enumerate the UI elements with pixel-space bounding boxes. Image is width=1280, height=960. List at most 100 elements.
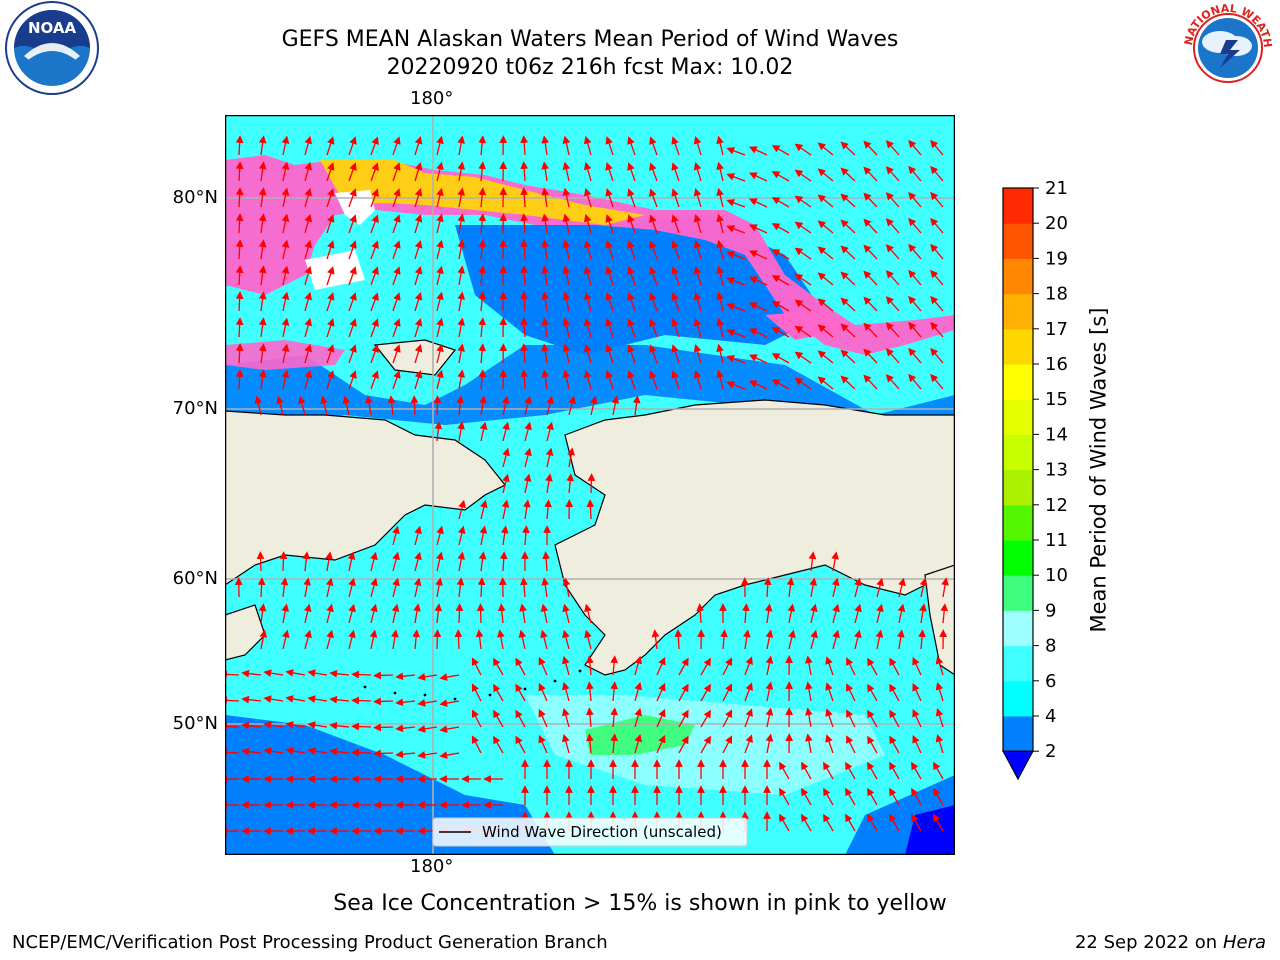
wave-arrow bbox=[370, 162, 379, 182]
colorbar-tick-label: 10 bbox=[1045, 565, 1068, 586]
credit-host: Hera bbox=[1222, 932, 1266, 953]
wave-arrow bbox=[436, 135, 444, 156]
wave-arrow bbox=[545, 473, 553, 494]
wave-arrow bbox=[825, 682, 834, 702]
wave-arrow bbox=[471, 709, 482, 728]
wave-arrow bbox=[840, 297, 856, 312]
colorbar-tick-label: 12 bbox=[1045, 495, 1068, 516]
wave-arrow bbox=[788, 629, 796, 650]
wave-arrow bbox=[817, 246, 834, 260]
wave-arrow bbox=[805, 733, 813, 754]
sea-ice-pink-east bbox=[765, 310, 845, 340]
wave-arrow bbox=[434, 421, 443, 442]
wave-arrow bbox=[627, 214, 636, 234]
wave-arrow bbox=[787, 603, 796, 624]
wave-arrow bbox=[302, 551, 311, 572]
wave-arrow bbox=[439, 673, 460, 681]
wave-arrow bbox=[540, 603, 549, 624]
wave-arrow bbox=[412, 629, 421, 650]
wave-arrow bbox=[562, 161, 571, 182]
wind-wave-arrows bbox=[225, 135, 949, 835]
chart-subtitle: 20220920 t06z 216h fcst Max: 10.02 bbox=[386, 55, 794, 80]
wave-arrow bbox=[256, 551, 265, 572]
wave-arrow bbox=[329, 695, 350, 704]
wave-arrow bbox=[471, 735, 482, 754]
wave-arrow bbox=[671, 292, 680, 312]
wave-arrow bbox=[885, 166, 900, 182]
wave-arrow bbox=[700, 735, 711, 754]
wave-arrow bbox=[744, 708, 753, 728]
wave-arrow bbox=[649, 162, 658, 182]
wave-arrow bbox=[434, 603, 443, 624]
wave-arrow bbox=[771, 353, 790, 364]
wave-arrow bbox=[479, 525, 488, 546]
wave-arrow bbox=[771, 197, 790, 208]
wave-arrow bbox=[457, 291, 466, 312]
wave-arrow bbox=[748, 354, 768, 364]
wave-arrow bbox=[365, 395, 373, 416]
wave-arrow bbox=[436, 239, 444, 260]
colorbar-cell bbox=[1003, 223, 1033, 259]
wave-arrow bbox=[678, 683, 689, 702]
wave-arrow bbox=[538, 682, 548, 702]
wave-arrow bbox=[771, 275, 790, 286]
wave-arrow bbox=[656, 734, 666, 754]
wave-arrow bbox=[392, 240, 401, 260]
wave-arrow bbox=[726, 329, 746, 338]
wave-arrow bbox=[303, 603, 312, 624]
wave-arrow bbox=[279, 551, 288, 572]
wave-arrow bbox=[583, 135, 592, 156]
nws-logo: NATIONAL WEATHER SERVICE bbox=[1178, 0, 1274, 94]
wave-arrow bbox=[258, 265, 267, 286]
wave-arrow bbox=[912, 734, 922, 754]
wave-arrow bbox=[392, 266, 401, 286]
wave-arrow bbox=[373, 749, 394, 758]
wave-arrow bbox=[840, 167, 856, 182]
wave-arrow bbox=[348, 214, 357, 234]
noaa-logo: NOAA bbox=[5, 1, 99, 95]
wave-arrow bbox=[392, 318, 401, 338]
wave-arrow bbox=[254, 395, 263, 416]
wave-arrow bbox=[348, 136, 357, 156]
wave-arrow bbox=[439, 699, 460, 707]
wave-arrow bbox=[794, 325, 812, 338]
wave-arrow bbox=[840, 271, 856, 286]
wave-arrow bbox=[794, 247, 812, 260]
wave-arrow bbox=[567, 447, 575, 468]
wave-arrow bbox=[693, 317, 702, 338]
wave-arrow bbox=[825, 656, 834, 676]
wave-arrow bbox=[515, 657, 526, 676]
wave-arrow bbox=[875, 629, 884, 650]
wave-arrow bbox=[457, 265, 466, 286]
wave-arrow bbox=[370, 136, 379, 156]
wave-arrow bbox=[911, 761, 922, 780]
wave-arrow bbox=[304, 239, 313, 260]
wave-arrow bbox=[765, 629, 774, 650]
wave-arrow bbox=[889, 657, 900, 676]
wave-arrow bbox=[693, 369, 702, 390]
wave-arrow bbox=[457, 551, 466, 572]
wave-arrow bbox=[515, 709, 526, 728]
wave-arrow bbox=[493, 683, 504, 702]
wave-arrow bbox=[889, 735, 900, 754]
wave-arrow bbox=[225, 696, 240, 705]
wave-arrow bbox=[414, 187, 423, 208]
wave-arrow bbox=[258, 135, 267, 156]
aleutian-islands bbox=[363, 669, 582, 701]
wave-arrow bbox=[764, 603, 773, 624]
wave-arrow bbox=[546, 421, 554, 442]
wave-arrow bbox=[225, 748, 240, 757]
wave-arrow bbox=[863, 166, 878, 182]
wave-arrow bbox=[326, 188, 335, 208]
colorbar: 2 4 6 8 9 10 11 12 13 14 15 16 17 18 19 20 21 bbox=[1002, 180, 1068, 781]
wave-arrow bbox=[520, 577, 528, 598]
wave-arrow bbox=[258, 369, 267, 390]
land-kamchatka bbox=[225, 604, 266, 661]
wave-arrow bbox=[831, 551, 839, 572]
sea-ice-caption: Sea Ice Concentration > 15% is shown in … bbox=[333, 891, 947, 916]
credit-left: NCEP/EMC/Verification Post Processing Pr… bbox=[12, 932, 608, 953]
wave-arrow bbox=[908, 243, 922, 260]
wave-arrow bbox=[281, 135, 290, 156]
wave-arrow bbox=[919, 603, 927, 624]
wave-arrow bbox=[439, 751, 460, 759]
